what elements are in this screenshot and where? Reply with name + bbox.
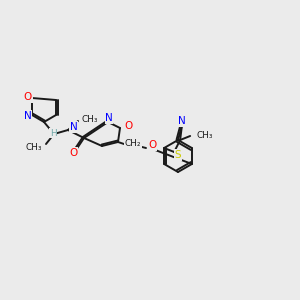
Text: O: O [69,148,77,158]
Text: N: N [24,111,32,121]
Text: N: N [105,113,113,123]
Text: CH₃: CH₃ [82,115,98,124]
Text: S: S [175,150,181,160]
Text: CH₃: CH₃ [196,131,213,140]
Text: CH₃: CH₃ [26,142,42,152]
Text: N: N [178,116,186,126]
Text: O: O [124,121,132,131]
Text: N: N [70,122,78,132]
Text: O: O [148,140,156,150]
Text: CH₂: CH₂ [125,139,141,148]
Text: O: O [24,92,32,102]
Text: H: H [50,128,56,137]
